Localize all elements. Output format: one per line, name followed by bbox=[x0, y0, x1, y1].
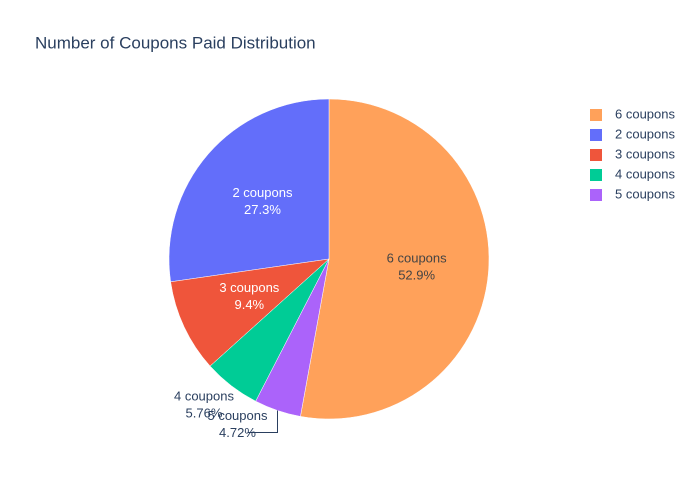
pie-slice bbox=[170, 258, 330, 367]
legend-swatch bbox=[590, 109, 602, 121]
legend-label: 3 coupons bbox=[615, 146, 675, 161]
pie-slice bbox=[168, 98, 330, 283]
leader-line bbox=[247, 410, 278, 433]
legend-label: 6 coupons bbox=[615, 106, 675, 121]
chart-title: Number of Coupons Paid Distribution bbox=[35, 33, 316, 52]
legend-label: 2 coupons bbox=[615, 126, 675, 141]
pie-slice bbox=[300, 98, 490, 420]
legend-label: 5 coupons bbox=[615, 186, 675, 201]
pie-slice bbox=[255, 258, 330, 417]
slice-label: 4 coupons bbox=[174, 389, 234, 404]
slice-value-label: 4.72% bbox=[219, 425, 256, 440]
slice-value-label: 9.4% bbox=[234, 297, 264, 312]
legend-swatch bbox=[590, 129, 602, 141]
legend-label: 4 coupons bbox=[615, 166, 675, 181]
slice-value-label: 52.9% bbox=[398, 267, 435, 282]
slice-value-label: 27.3% bbox=[244, 202, 281, 217]
slice-label: 2 coupons bbox=[232, 185, 292, 200]
legend-swatch bbox=[590, 189, 602, 201]
legend-swatch bbox=[590, 149, 602, 161]
slice-label: 5 coupons bbox=[207, 408, 267, 423]
legend-swatch bbox=[590, 169, 602, 181]
slice-value-label: 5.76% bbox=[186, 406, 223, 421]
slice-label: 3 coupons bbox=[219, 280, 279, 295]
slice-label: 6 coupons bbox=[387, 250, 447, 265]
